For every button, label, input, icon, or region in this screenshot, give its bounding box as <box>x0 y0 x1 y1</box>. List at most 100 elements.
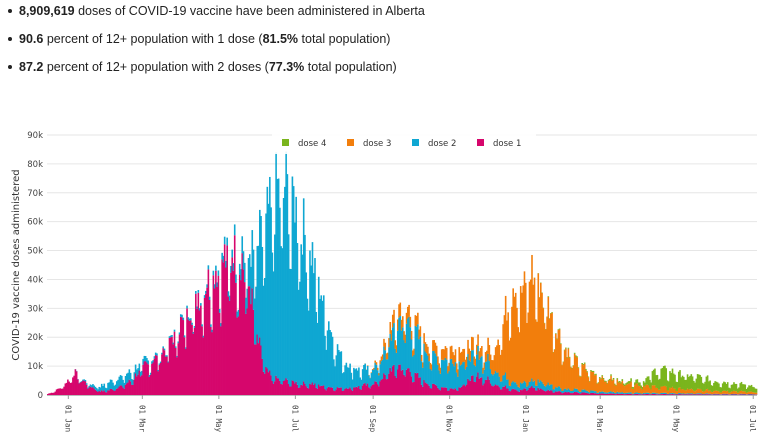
bar-dose-1 <box>644 394 646 395</box>
bar-dose-1 <box>173 331 176 395</box>
bar-dose-2 <box>620 392 622 394</box>
bar-dose-1 <box>280 384 282 395</box>
bar-dose-2 <box>142 358 144 365</box>
bar-dose-3 <box>385 353 388 360</box>
bar-dose-2 <box>629 392 631 394</box>
bar-dose-2 <box>552 389 555 393</box>
bar-dose-3 <box>578 376 581 392</box>
bar-dose-2 <box>343 372 345 391</box>
bar-dose-1 <box>63 386 65 395</box>
stat-value: 87.2 <box>19 60 44 74</box>
bar-dose-1 <box>577 392 580 395</box>
bar-dose-2 <box>271 252 274 381</box>
bar-dose-2 <box>156 353 158 356</box>
bar-dose-3 <box>726 390 729 394</box>
bar-dose-2 <box>247 258 250 287</box>
bar-dose-2 <box>488 361 491 380</box>
bar-dose-2 <box>226 237 228 246</box>
bar-dose-2 <box>486 361 488 380</box>
bar-dose-3 <box>679 387 681 393</box>
bar-dose-1 <box>358 385 360 395</box>
bar-dose-1 <box>508 390 511 395</box>
bar-dose-1 <box>257 343 260 395</box>
bar-dose-2 <box>734 393 737 395</box>
bar-dose-1 <box>95 390 98 395</box>
bar-dose-1 <box>448 390 451 395</box>
bar-dose-2 <box>634 392 636 395</box>
bar-dose-1 <box>582 392 585 395</box>
bar-dose-2 <box>305 272 308 387</box>
bar-dose-4 <box>675 381 678 391</box>
bar-dose-2 <box>100 383 103 391</box>
bar-dose-1 <box>84 381 87 395</box>
bar-dose-4 <box>558 328 561 330</box>
bar-dose-2 <box>733 393 735 395</box>
bar-dose-1 <box>222 262 225 395</box>
bar-dose-1 <box>423 380 425 395</box>
bar-dose-1 <box>398 364 400 395</box>
legend-label: dose 3 <box>363 139 391 149</box>
bar-dose-2 <box>112 382 114 390</box>
bar-dose-2 <box>186 305 188 309</box>
bar-dose-2 <box>521 383 523 391</box>
bar-dose-1 <box>435 385 438 395</box>
bar-dose-4 <box>725 383 728 392</box>
bar-dose-1 <box>317 384 320 395</box>
bar-dose-3 <box>531 255 533 379</box>
bar-dose-2 <box>518 387 521 392</box>
bar-dose-4 <box>754 388 757 393</box>
bar-dose-1 <box>343 390 345 395</box>
bar-dose-1 <box>447 390 449 395</box>
bar-dose-3 <box>718 391 720 394</box>
bar-dose-3 <box>420 354 423 362</box>
bar-dose-1 <box>191 324 193 395</box>
bar-dose-3 <box>629 383 631 393</box>
bar-dose-1 <box>437 387 439 395</box>
bar-dose-2 <box>662 392 665 395</box>
bar-dose-4 <box>632 387 635 389</box>
bar-dose-1 <box>733 394 735 395</box>
bar-dose-2 <box>260 216 262 346</box>
bar-dose-3 <box>632 388 635 394</box>
bar-dose-1 <box>672 394 675 395</box>
bar-dose-2 <box>467 354 469 379</box>
bar-dose-4 <box>605 380 607 382</box>
bar-dose-1 <box>290 386 292 395</box>
bar-dose-1 <box>187 319 190 395</box>
bar-dose-2 <box>425 353 428 384</box>
bar-dose-3 <box>450 345 453 359</box>
bar-dose-1 <box>141 375 143 395</box>
bar-dose-3 <box>429 362 432 369</box>
bar-dose-1 <box>47 394 49 395</box>
bar-dose-2 <box>218 309 221 313</box>
bar-dose-4 <box>655 375 657 388</box>
bar-dose-2 <box>159 361 162 363</box>
bar-dose-1 <box>330 387 333 395</box>
bar-dose-3 <box>723 390 725 394</box>
bar-dose-1 <box>193 327 196 395</box>
bar-dose-2 <box>216 282 218 287</box>
bar-dose-1 <box>637 394 640 395</box>
bar-dose-2 <box>315 311 318 388</box>
bar-dose-2 <box>341 373 344 391</box>
bar-dose-1 <box>538 389 541 395</box>
bar-dose-2 <box>407 318 409 369</box>
bar-dose-1 <box>186 308 188 395</box>
bar-dose-4 <box>570 366 572 368</box>
bar-dose-3 <box>739 390 742 394</box>
bar-dose-2 <box>137 368 139 375</box>
bar-dose-1 <box>134 373 137 395</box>
bar-dose-4 <box>631 386 634 389</box>
bar-dose-2 <box>179 314 182 317</box>
bar-dose-1 <box>723 394 725 395</box>
bar-dose-1 <box>601 393 604 395</box>
bar-dose-2 <box>583 389 586 393</box>
stat-value: 90.6 <box>19 32 44 46</box>
bar-dose-1 <box>271 380 274 395</box>
bar-dose-4 <box>657 379 660 390</box>
bar-dose-2 <box>395 352 398 378</box>
bar-dose-3 <box>462 349 464 363</box>
bar-dose-2 <box>276 178 279 379</box>
bar-dose-3 <box>671 386 674 393</box>
bar-dose-1 <box>62 388 64 395</box>
